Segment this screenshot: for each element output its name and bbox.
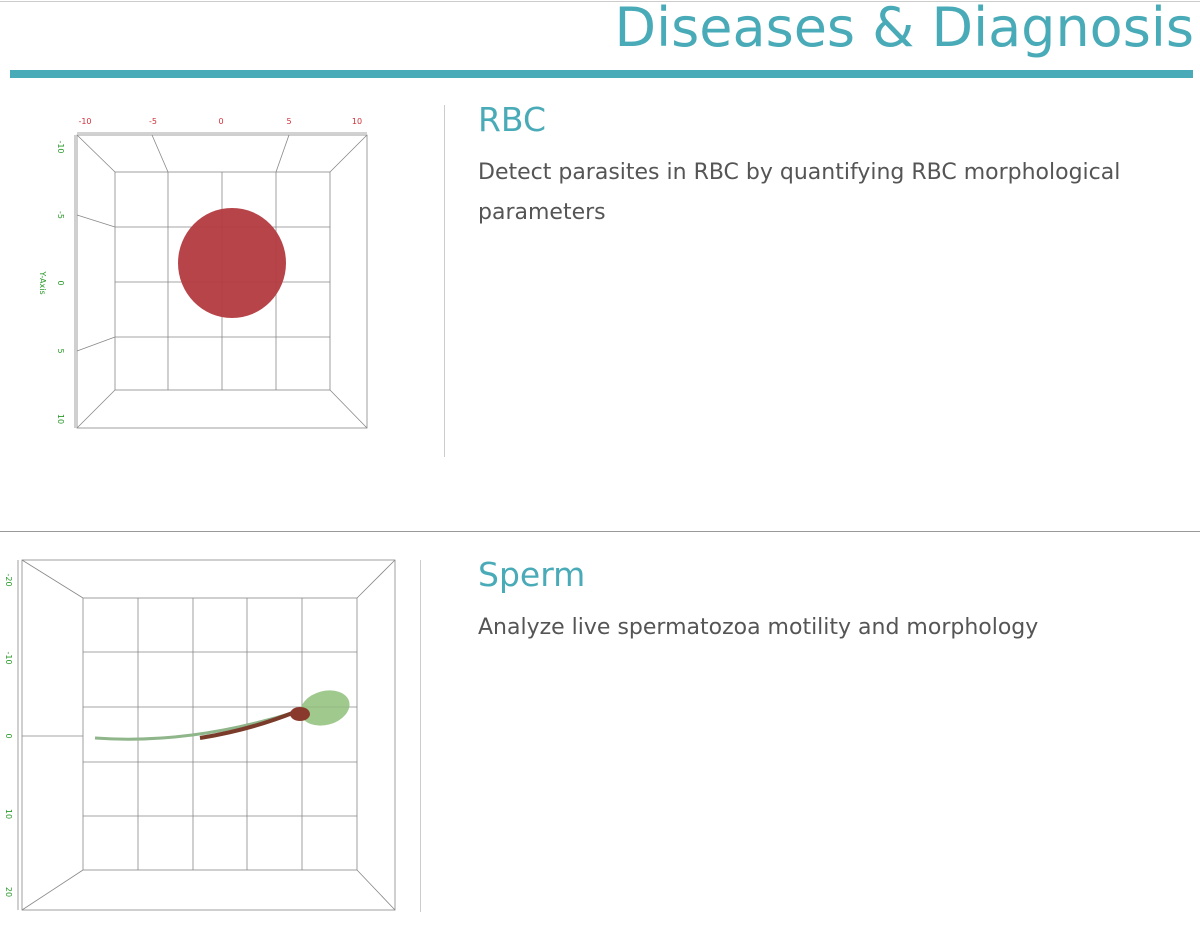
- sperm-neck: [290, 707, 310, 721]
- section-description: Detect parasites in RBC by quantifying R…: [478, 160, 1121, 225]
- sperm-figure: [17, 559, 396, 911]
- section-description: Analyze live spermatozoa motility and mo…: [478, 615, 1039, 640]
- tick-label: -5: [56, 211, 65, 219]
- divider: [420, 560, 421, 912]
- section-title: Sperm: [478, 555, 586, 594]
- tick-label: 5: [56, 348, 65, 353]
- tick-label: 10: [352, 117, 362, 126]
- tick-label: 10: [56, 414, 65, 424]
- section-rule: [0, 531, 1200, 532]
- tick-label: 20: [4, 887, 13, 897]
- page-title: Diseases & Diagnosis: [614, 0, 1194, 59]
- top-border: [0, 1, 1200, 2]
- tick-label: -10: [78, 117, 91, 126]
- title-bar: [10, 70, 1193, 78]
- tick-label: -20: [4, 573, 13, 586]
- sperm-head: [300, 690, 350, 726]
- divider: [444, 105, 445, 457]
- tick-label: -10: [56, 140, 65, 153]
- axis-label: Y-Axis: [38, 270, 47, 294]
- tick-label: -10: [4, 651, 13, 664]
- tick-label: -5: [149, 117, 157, 126]
- tick-label: 0: [56, 280, 65, 285]
- rbc-cell: [178, 208, 286, 318]
- tick-label: 10: [4, 809, 13, 819]
- section-title: RBC: [478, 100, 547, 139]
- figures: -10 -5 0 5 10 -10 -5 0 5 10 Y-Axis -20 -10 0 10 20: [4, 117, 396, 911]
- tick-label: 0: [4, 733, 13, 738]
- tick-label: 0: [218, 117, 223, 126]
- sperm-tail: [94, 710, 296, 741]
- sperm-midpiece: [199, 710, 296, 740]
- rbc-figure: [74, 132, 368, 429]
- tick-label: 5: [286, 117, 291, 126]
